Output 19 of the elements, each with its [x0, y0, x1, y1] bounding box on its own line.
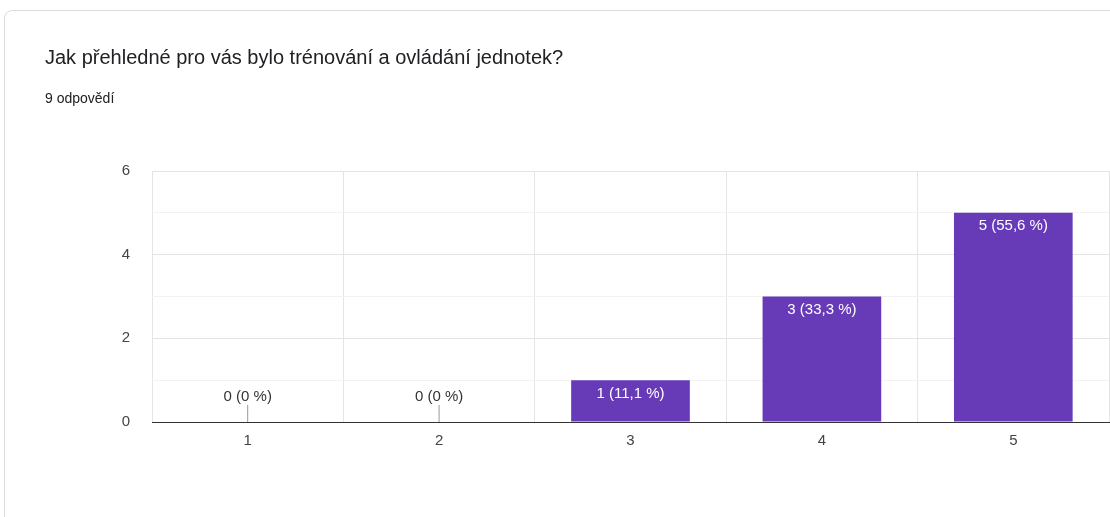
- bar: [762, 296, 882, 422]
- x-tick-label: 2: [434, 431, 444, 449]
- chart-title: Jak přehledné pro vás bylo trénování a ovládání jednotek?: [45, 46, 564, 69]
- data-label: 5 (55,6 %): [978, 216, 1048, 234]
- bar: [571, 380, 690, 422]
- chart-subtitle: 9 odpovědí: [45, 90, 115, 106]
- data-label: 0 (0 %): [414, 386, 464, 404]
- x-tick-label: 3: [626, 431, 635, 449]
- x-tick-label: 1: [243, 431, 252, 449]
- y-tick-label: 6: [121, 161, 130, 179]
- y-tick-label: 0: [121, 412, 130, 430]
- data-label: 0 (0 %): [223, 386, 272, 404]
- y-tick-label: 2: [121, 328, 130, 346]
- bar: [953, 212, 1073, 422]
- y-tick-label: 4: [121, 244, 130, 262]
- x-tick-label: 5: [1009, 431, 1018, 449]
- x-tick-label: 4: [817, 431, 827, 449]
- data-label: 3 (33,3 %): [787, 300, 857, 318]
- data-label: 1 (11,1 %): [596, 383, 665, 401]
